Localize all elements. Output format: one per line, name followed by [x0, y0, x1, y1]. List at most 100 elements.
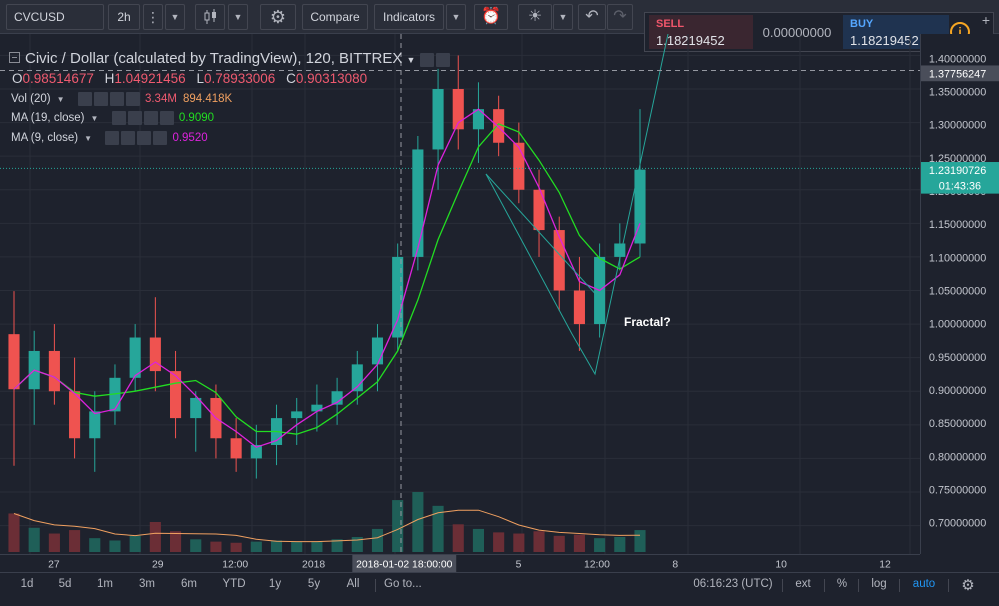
candle-body — [614, 243, 626, 257]
candle-body — [573, 290, 585, 325]
auto-toggle[interactable]: auto — [912, 578, 936, 590]
open-key: O — [12, 71, 23, 86]
ma19-indicator-row[interactable]: MA (19, close) ▼ 0.9090 — [11, 111, 214, 125]
spread-value: 0.00000000 — [762, 25, 832, 40]
range-1d[interactable]: 1d — [20, 578, 34, 590]
divider — [899, 579, 900, 592]
divider — [782, 579, 783, 592]
time-tick-label: 27 — [48, 559, 60, 570]
chevron-down-icon[interactable]: ▼ — [446, 4, 466, 30]
indicator-actions[interactable] — [111, 111, 176, 125]
volume-bar — [472, 528, 485, 552]
volume-bar — [594, 538, 606, 552]
volume-indicator-row[interactable]: Vol (20) ▼ 3.34M 894.418K — [11, 92, 232, 106]
candle-body — [412, 149, 424, 257]
ohlc-values: O0.98514677 H1.04921456 L0.78933006 C0.9… — [12, 71, 374, 86]
crosshair-time-label: 2018-01-02 18:00:00 — [356, 559, 453, 570]
volume-bar — [553, 535, 565, 552]
indicators-button[interactable]: Indicators — [374, 4, 444, 30]
candle-body — [250, 444, 262, 459]
high-key: H — [104, 71, 115, 86]
price-tick-label: 0.80000000 — [929, 451, 986, 463]
utc-clock[interactable]: 06:16:23 (UTC) — [693, 578, 773, 590]
compare-label: Compare — [310, 10, 360, 24]
indicator-actions[interactable] — [105, 131, 169, 145]
bar-countdown: 01:43:36 — [939, 181, 981, 193]
range-all[interactable]: All — [346, 578, 360, 590]
indicators-label: Indicators — [382, 10, 436, 24]
compare-button[interactable]: Compare — [302, 4, 368, 30]
time-axis[interactable]: 27 29 12:00 2018 5 12:00 8 10 12 2018-01-02 18:00… — [0, 554, 920, 572]
ma19-line — [13, 123, 641, 435]
range-1m[interactable]: 1m — [97, 578, 113, 590]
range-3m[interactable]: 3m — [139, 578, 155, 590]
price-tick-label: 1.25000000 — [929, 153, 986, 165]
candle-body — [493, 109, 505, 143]
volume-bar — [291, 541, 303, 552]
lightbulb-icon[interactable]: ☀ — [518, 4, 552, 30]
collapse-legend-icon[interactable] — [9, 52, 20, 63]
symbol-text: CVCUSD — [14, 10, 65, 24]
volume-bar — [109, 540, 121, 552]
sell-label: SELL — [656, 18, 685, 30]
range-5y[interactable]: 5y — [307, 578, 321, 590]
range-6m[interactable]: 6m — [181, 578, 197, 590]
percent-toggle[interactable]: % — [836, 578, 848, 590]
interval-text: 2h — [117, 10, 131, 24]
candle-body — [8, 334, 20, 390]
interval-button[interactable]: 2h — [108, 4, 140, 30]
undo-icon[interactable]: ↶ — [578, 4, 606, 30]
chevron-down-icon[interactable]: ▼ — [84, 134, 93, 144]
chevron-down-icon[interactable]: ▼ — [228, 4, 248, 30]
last-price-badge — [921, 162, 999, 194]
volume-bar — [250, 541, 262, 552]
more-intervals-icon[interactable]: ⋮ — [143, 4, 163, 30]
candle-body — [553, 230, 565, 291]
volume-bar — [331, 539, 343, 552]
plus-icon[interactable]: + — [981, 12, 991, 28]
candles-icon[interactable] — [195, 4, 225, 30]
crosshair-price-label: 1.37756247 — [929, 68, 986, 80]
ma9-value: 0.9520 — [172, 132, 208, 145]
chevron-down-icon[interactable]: ▼ — [553, 4, 573, 30]
price-tick-label: 0.90000000 — [929, 385, 986, 397]
volume-bar — [48, 533, 60, 552]
alarm-clock-icon[interactable]: ⏰ — [474, 4, 508, 30]
chevron-down-icon[interactable]: ▼ — [406, 55, 416, 65]
log-toggle[interactable]: log — [871, 578, 887, 590]
redo-icon[interactable]: ↷ — [607, 4, 633, 30]
fractal-drawing — [485, 173, 601, 300]
chevron-down-icon[interactable]: ▼ — [165, 4, 185, 30]
volume-bar — [392, 500, 404, 552]
divider — [948, 579, 949, 592]
ma9-indicator-row[interactable]: MA (9, close) ▼ 0.9520 — [11, 131, 208, 145]
buy-button[interactable]: BUY 1.18219452 — [843, 15, 949, 49]
volume-bar — [432, 505, 444, 552]
fractal-drawing — [485, 34, 669, 376]
goto-date-button[interactable]: Go to... — [384, 578, 422, 590]
chevron-down-icon[interactable]: ▼ — [90, 114, 99, 124]
indicator-actions[interactable] — [77, 92, 142, 106]
high-value: 1.04921456 — [114, 71, 186, 86]
candle-body — [351, 364, 363, 392]
range-ytd[interactable]: YTD — [222, 578, 246, 590]
candle-body — [472, 109, 485, 130]
ext-toggle[interactable]: ext — [795, 578, 811, 590]
range-1y[interactable]: 1y — [268, 578, 282, 590]
chevron-down-icon[interactable]: ▼ — [56, 95, 65, 105]
candle-body — [311, 404, 323, 412]
price-chart[interactable]: Fractal? — [0, 34, 920, 554]
symbol-search-input[interactable]: CVCUSD — [6, 4, 104, 30]
range-5d[interactable]: 5d — [58, 578, 72, 590]
gear-icon[interactable]: ⚙ — [260, 4, 296, 30]
ma19-value: 0.9090 — [178, 112, 215, 125]
series-actions[interactable] — [419, 51, 452, 68]
settings-icon[interactable]: ⚙ — [961, 577, 975, 594]
candle-body — [513, 142, 525, 190]
price-axis[interactable]: 1.40000000 1.35000000 1.30000000 1.25000000… — [920, 34, 999, 554]
volume-bar — [452, 524, 464, 552]
divider — [824, 579, 825, 592]
volume-bar — [533, 531, 545, 552]
volume-bar — [513, 533, 525, 552]
volume-bar — [351, 537, 363, 552]
